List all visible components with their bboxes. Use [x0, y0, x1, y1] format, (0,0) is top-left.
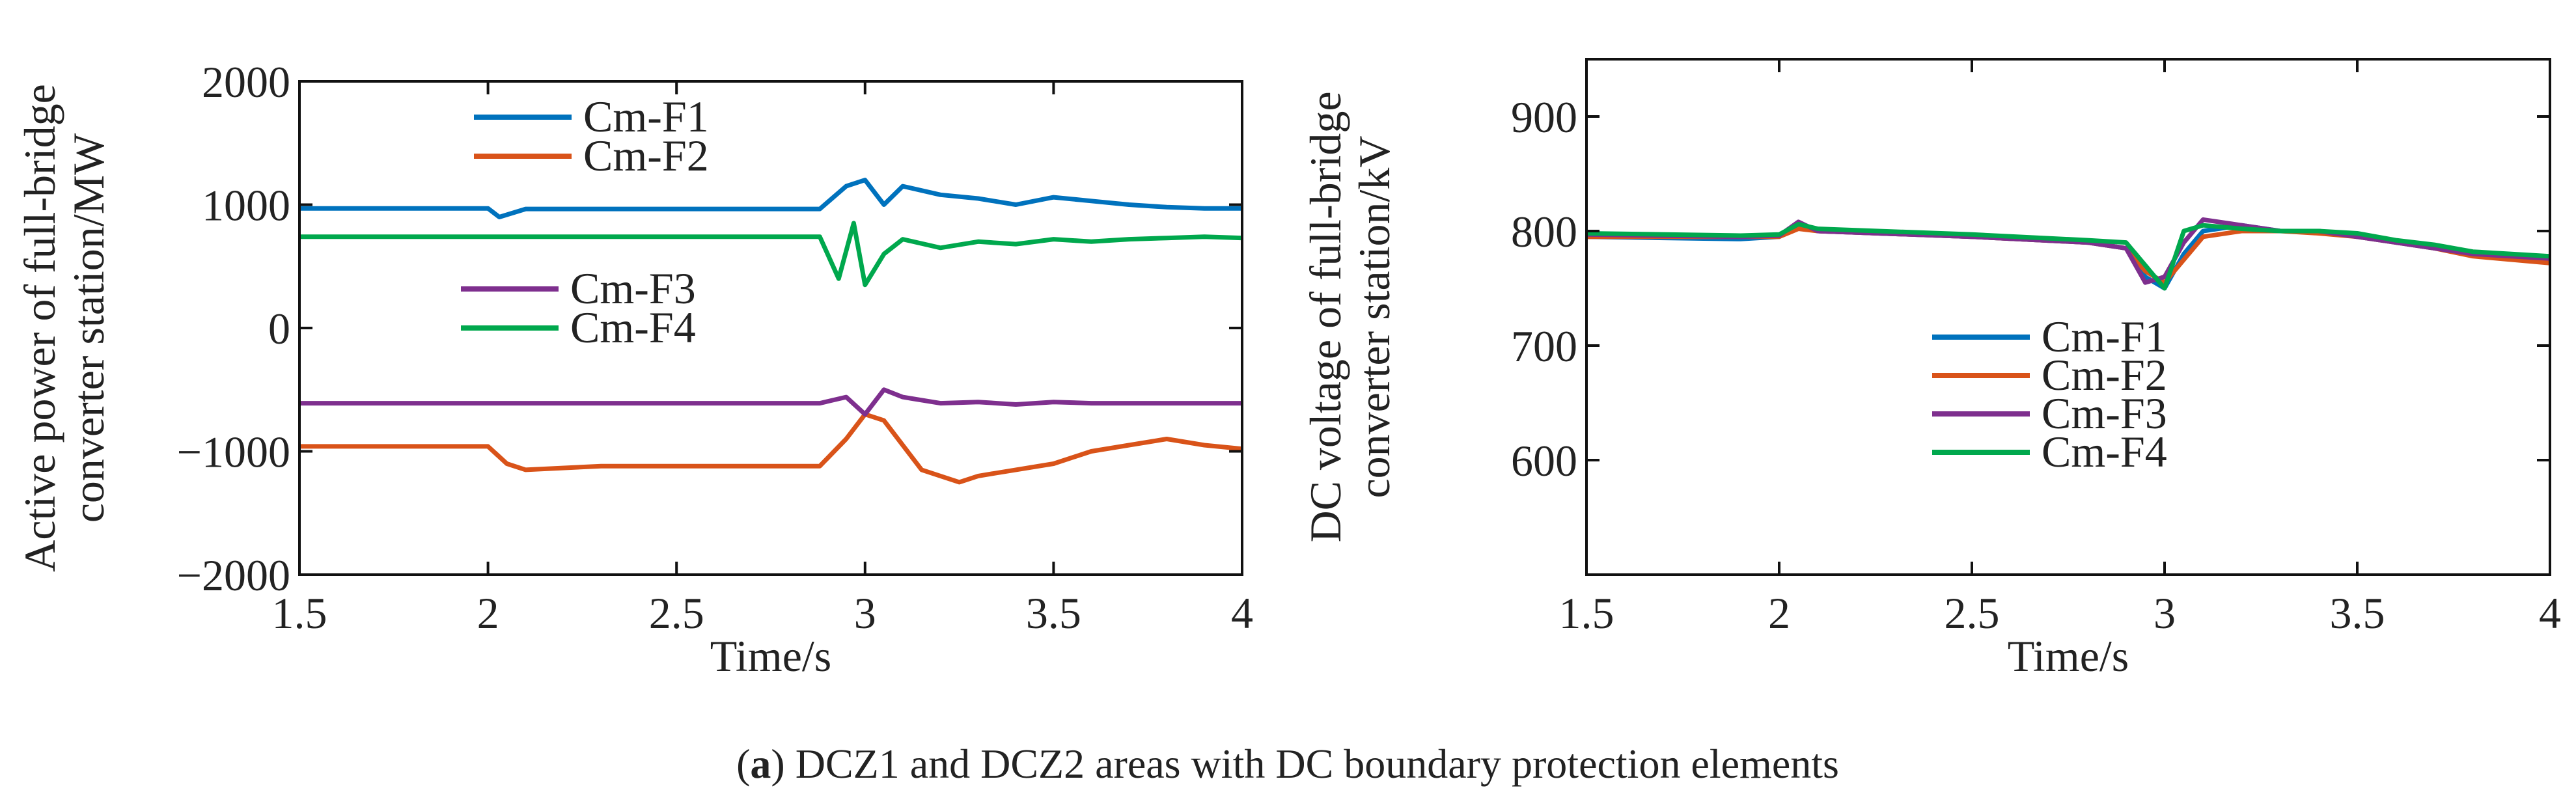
y-axis-title-line: DC voltage of full-bridge: [1301, 91, 1350, 542]
legend-label-cm-f1: Cm-F1: [583, 92, 709, 141]
y-tick-label: 1000: [202, 181, 290, 230]
series-line-cm-f1: [299, 178, 1242, 219]
y-axis-title-line: converter station/MW: [64, 133, 113, 523]
x-tick-label: 4: [1231, 588, 1253, 638]
y-tick-label: 600: [1511, 436, 1577, 486]
y-tick-label: −2000: [177, 551, 290, 600]
legend-label-cm-f4: Cm-F4: [570, 303, 696, 352]
y-axis-title-line: Active power of full-bridge: [15, 84, 64, 572]
plot-frame: [1585, 58, 2551, 576]
series-line-cm-f4: [1586, 221, 2550, 291]
x-tick-label: 3.5: [2330, 588, 2385, 638]
caption-label: a: [750, 741, 771, 787]
legend-label-cm-f1: Cm-F1: [2042, 312, 2167, 361]
x-tick-label: 1.5: [1559, 588, 1614, 638]
series-group: [1586, 217, 2550, 291]
caption-text: ) DCZ1 and DCZ2 areas with DC boundary p…: [771, 741, 1839, 787]
series-line-cm-f3: [299, 387, 1242, 417]
x-tick-label: 1.5: [272, 588, 327, 638]
legend-label-cm-f3: Cm-F3: [2042, 389, 2167, 438]
x-tick-label: 2: [1768, 588, 1790, 638]
x-tick-label: 2: [477, 588, 499, 638]
y-tick-label: 0: [268, 304, 290, 353]
y-tick-label: 900: [1511, 92, 1577, 142]
y-tick-label: −1000: [177, 428, 290, 477]
y-tick-label: 700: [1511, 321, 1577, 371]
x-tick-label: 4: [2539, 588, 2561, 638]
y-tick-label: 2000: [202, 57, 290, 107]
x-tick-label: 3: [854, 588, 876, 638]
legend-label-cm-f2: Cm-F2: [2042, 350, 2167, 400]
figure-caption: (a) DCZ1 and DCZ2 areas with DC boundary…: [736, 741, 1839, 787]
legend-label-cm-f2: Cm-F2: [583, 131, 709, 180]
left-chart-panel: 1.5 2 2.5 3 3.5 4 −2000 −1000 0 1000 2000 Time/s Act…: [15, 57, 1253, 681]
legend-label-cm-f3: Cm-F3: [570, 264, 696, 313]
x-axis-title: Time/s: [710, 631, 831, 681]
right-chart-panel: 1.5 2 2.5 3 3.5 4 600 700 800 900 Time/s DC voltage…: [1301, 58, 2561, 681]
caption-open-paren: (: [736, 741, 750, 787]
series-line-cm-f4: [299, 221, 1242, 288]
series-group: [299, 178, 1242, 485]
x-axis-title: Time/s: [2008, 631, 2129, 681]
y-axis-title-line: converter station/kV: [1350, 135, 1399, 498]
x-tick-label: 2.5: [1945, 588, 2000, 638]
x-tick-label: 2.5: [649, 588, 704, 638]
series-line-cm-f2: [299, 412, 1242, 485]
x-tick-label: 3.5: [1026, 588, 1081, 638]
legend-label-cm-f4: Cm-F4: [2042, 427, 2167, 476]
y-tick-label: 800: [1511, 207, 1577, 256]
x-tick-label: 3: [2154, 588, 2176, 638]
